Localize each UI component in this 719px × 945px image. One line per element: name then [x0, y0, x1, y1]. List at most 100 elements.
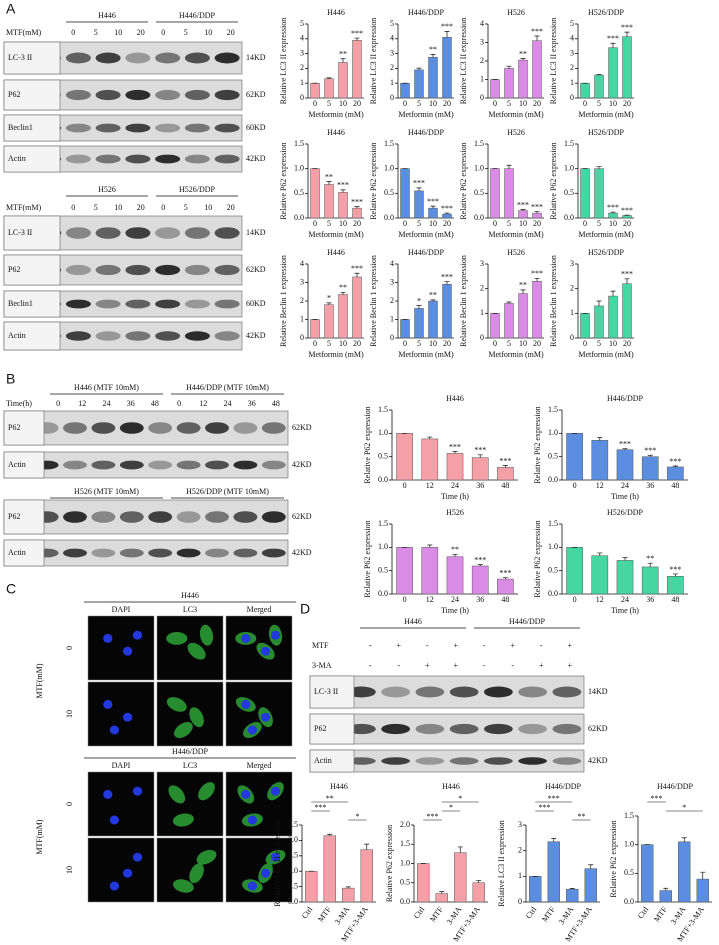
blot-band [381, 723, 411, 735]
lc3-signal [187, 642, 206, 660]
error-bar [534, 277, 540, 282]
bar [310, 168, 320, 219]
x-tick-label: 0 [573, 595, 577, 604]
x-tick-label: 24 [451, 595, 459, 604]
chart-title: H526/DDP [588, 248, 625, 257]
x-tick-label: 20 [623, 219, 631, 228]
bar [310, 319, 320, 339]
row-label: Actin [8, 154, 26, 163]
blot-band [155, 123, 181, 133]
dapi-nucleus [109, 881, 120, 891]
channel-label: Merged [247, 605, 272, 614]
blot-band [261, 460, 286, 470]
x-axis-label: Metformin (mM) [398, 110, 454, 119]
chart-title: H446/DDP [657, 782, 694, 791]
bar [352, 207, 362, 219]
x-tick-label: 0 [583, 339, 587, 348]
error-bar [672, 465, 678, 467]
dose-label: 0 [65, 802, 74, 806]
x-axis-label: Metformin (mM) [308, 350, 364, 359]
lane-label: 12 [78, 399, 86, 408]
error-bar [663, 887, 669, 891]
row-label-box [3, 114, 61, 142]
chart-title: H526 [446, 508, 464, 517]
lane-label: 36 [248, 399, 256, 408]
y-tick-label: 0.0 [548, 589, 558, 598]
channel-label: DAPI [112, 605, 131, 614]
blot-band [184, 52, 210, 64]
significance: * [417, 296, 421, 305]
x-axis-label: Metformin (mM) [488, 230, 544, 239]
significance: *** [351, 197, 363, 206]
blot-band [65, 123, 91, 133]
y-tick-label: 0.0 [548, 475, 558, 484]
blot-band [552, 723, 582, 735]
bar [428, 207, 438, 219]
blot-band [119, 422, 144, 434]
error-bar [354, 37, 360, 41]
y-tick-label: 2.0 [288, 835, 298, 844]
blot-band [148, 511, 173, 523]
error-bar [596, 73, 602, 76]
significance: *** [441, 272, 453, 281]
dapi-nucleus [132, 630, 143, 640]
lane-label: 24 [224, 399, 232, 408]
dapi-nucleus [132, 852, 143, 862]
error-bar [444, 281, 450, 285]
y-tick-label: 1 [570, 78, 574, 87]
bar [324, 78, 334, 99]
y-tick-label: 1 [480, 308, 484, 317]
y-tick-label: 3 [390, 48, 394, 57]
size-label: 42KD [292, 460, 312, 469]
y-axis-label: Relative P62 expression [369, 142, 378, 219]
y-tick-label: 3 [480, 37, 484, 46]
group-title: H446/DDP [172, 747, 209, 756]
y-tick-label: 0.5 [384, 188, 394, 197]
channel-label: Merged [247, 761, 272, 770]
x-tick-label: 0 [493, 99, 497, 108]
x-tick-label: 10 [429, 339, 437, 348]
blot-condition: MTF(mM) [6, 28, 41, 37]
bar [414, 308, 424, 339]
x-tick-label: 5 [597, 219, 601, 228]
error-bar [647, 562, 653, 567]
y-tick-label: 2 [518, 845, 522, 854]
lane-label: 10 [204, 203, 212, 212]
dapi-nucleus [122, 712, 133, 722]
y-tick-label: 1.0 [564, 163, 574, 172]
blot-band [148, 460, 173, 470]
blot-strip [3, 410, 289, 446]
chart-title: H446 [327, 128, 345, 137]
treatment-sign: - [369, 641, 372, 650]
micrograph [87, 771, 155, 837]
x-tick-label: 0 [403, 219, 407, 228]
error-bar [610, 42, 616, 48]
dose-label: 10 [65, 710, 74, 718]
x-tick-label: 10 [609, 219, 617, 228]
error-bar [588, 864, 594, 869]
error-bar [596, 300, 602, 306]
size-label: 14KD [246, 228, 266, 237]
blot-group: H446/DDP [509, 617, 546, 626]
micrograph [87, 681, 155, 747]
y-axis-label: Relative P62 expression [533, 406, 542, 483]
row-label: Actin [8, 331, 26, 340]
significance: *** [531, 27, 543, 36]
significance: *** [621, 206, 633, 215]
panel-label: D [300, 601, 310, 617]
bar [442, 37, 452, 99]
x-tick-label: 0 [403, 481, 407, 490]
comparison-label: *** [548, 794, 560, 803]
lc3-signal [196, 849, 217, 865]
bar [338, 62, 348, 99]
error-bar [569, 888, 575, 890]
treatment-sign: + [396, 641, 401, 650]
error-bar [610, 290, 616, 297]
y-tick-label: 0 [300, 333, 304, 342]
bar [608, 295, 618, 339]
y-tick-label: 0.5 [378, 565, 388, 574]
error-bar [416, 187, 422, 191]
blot-band [125, 154, 151, 164]
bar [338, 294, 348, 339]
blot-band [233, 511, 258, 523]
